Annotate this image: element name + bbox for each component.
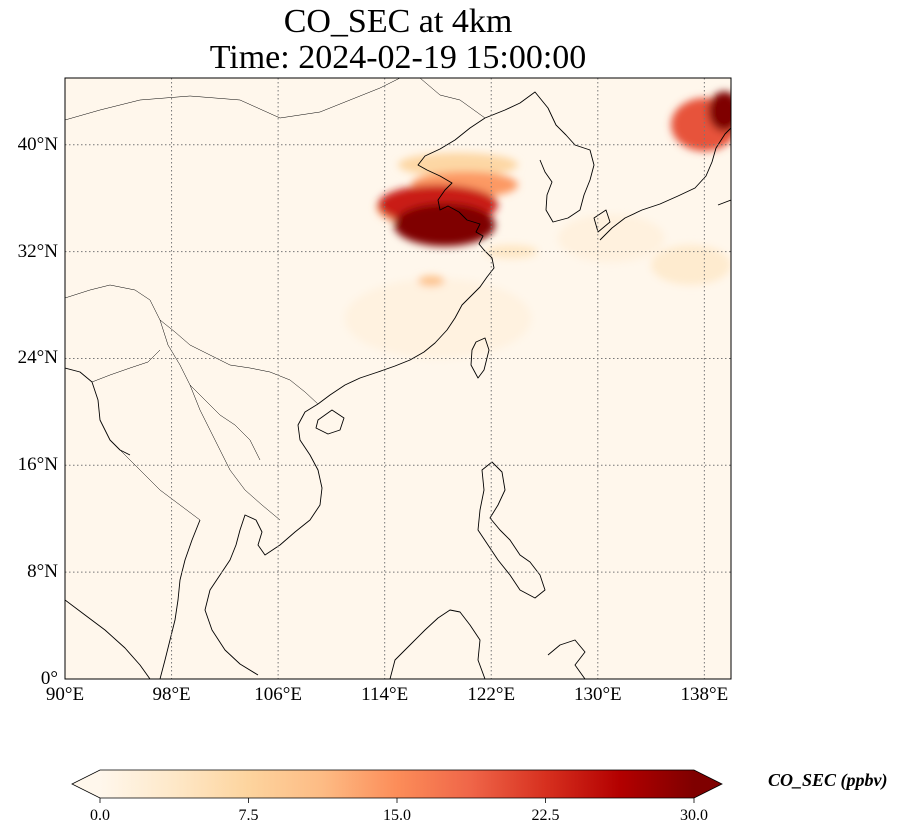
colorbar — [71, 769, 723, 803]
taiwan-coastline — [470, 337, 490, 379]
borneo-coastline — [389, 609, 486, 679]
malay-coastline — [159, 519, 201, 679]
sumatra-coastline — [65, 599, 151, 679]
colorbar-tick-label: 0.0 — [90, 807, 110, 824]
lon-tick-label: 114°E — [361, 684, 409, 705]
colorbar-tick-label: 22.5 — [531, 807, 560, 824]
korea-coastline — [484, 91, 595, 223]
plume-0 — [344, 278, 532, 359]
plume-11 — [708, 91, 731, 132]
lat-tick-label: 24°N — [17, 347, 58, 369]
map-subtitle: Time: 2024-02-19 15:00:00 — [209, 39, 587, 76]
colorbar-tick-label: 30.0 — [680, 807, 708, 824]
china-coastline — [317, 117, 495, 405]
lon-tick-label: 98°E — [152, 684, 191, 705]
lat-tick-label: 40°N — [17, 133, 58, 155]
plume-5 — [417, 275, 445, 287]
colorbar-gradient — [100, 770, 694, 798]
map-title: CO_SEC at 4km — [283, 3, 513, 40]
colorbar-extend-max — [694, 770, 722, 798]
lon-tick-label: 138°E — [680, 684, 729, 705]
plume-10 — [394, 203, 496, 247]
lon-tick-label: 130°E — [573, 684, 622, 705]
lat-tick-label: 8°N — [27, 561, 58, 583]
lon-tick-label: 106°E — [254, 684, 302, 705]
lat-tick-label: 0° — [40, 668, 58, 689]
myanmar-coastline — [65, 367, 131, 456]
country-borders — [65, 78, 486, 521]
colorbar-extend-min — [72, 770, 100, 798]
lat-tick-label: 32°N — [17, 240, 58, 262]
philippines-coastline — [477, 461, 546, 599]
lon-tick-label: 122°E — [467, 684, 516, 705]
map-frame — [64, 77, 732, 680]
indochina-coastline — [204, 403, 323, 676]
plume-3 — [484, 244, 538, 259]
plume-1 — [557, 214, 665, 263]
lat-tick-label: 16°N — [17, 454, 58, 476]
coastlines — [65, 91, 731, 679]
map-background — [65, 78, 731, 679]
colorbar-tick-label: 7.5 — [238, 807, 259, 824]
colorbar-tick-label: 15.0 — [383, 807, 411, 824]
graticule — [65, 78, 731, 679]
lon-tick-label: 90°E — [45, 684, 85, 705]
hainan-coastline — [315, 409, 345, 435]
colorbar-label: CO_SEC (ppbv) — [768, 770, 888, 790]
plume-2 — [651, 244, 731, 286]
japan-coastline — [599, 127, 731, 241]
